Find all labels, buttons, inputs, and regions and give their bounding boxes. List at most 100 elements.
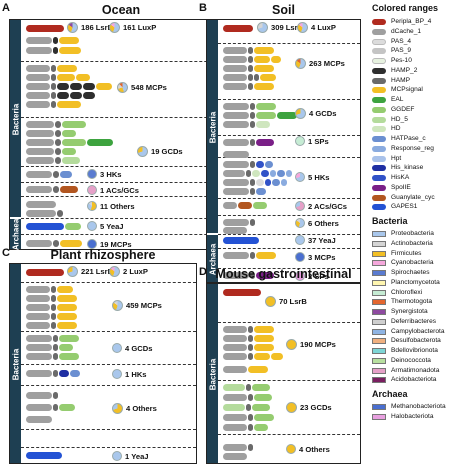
domain-hamp	[250, 139, 255, 146]
domain-periplasmic-binding-protein-4	[223, 25, 253, 32]
domain-hamp	[55, 148, 61, 155]
legend-swatch	[372, 106, 386, 113]
domain-hatpase-c	[265, 161, 273, 168]
legend-label: HisKA	[391, 174, 410, 181]
domain-dcache-1	[223, 103, 249, 110]
domain-hamp	[53, 240, 59, 247]
domain-hamp	[250, 112, 255, 119]
side-label-bacteria: Bacteria	[10, 264, 21, 465]
domain-hamp	[248, 56, 253, 63]
legend-swatch	[372, 58, 386, 64]
domain-hamp	[53, 370, 58, 377]
domain-hiska	[265, 179, 271, 186]
domain-ggdef	[59, 335, 79, 342]
legend-label: Guanylate_cyc	[391, 193, 435, 201]
legend-swatch	[372, 38, 386, 45]
taxonomy-pie-chart	[295, 108, 306, 119]
taxonomy-swatch	[372, 299, 386, 306]
domain-dcache-1	[26, 370, 52, 377]
panel-letter-c: C	[2, 247, 10, 259]
taxonomy-label: Bdellovibrionota	[391, 347, 438, 354]
domain-gapes1	[26, 223, 64, 230]
group-count-label: 459 MCPs	[126, 301, 162, 310]
legend-swatch	[372, 155, 386, 162]
group-separator	[218, 248, 360, 249]
domain-hd-5	[223, 384, 245, 391]
domain-hamp-2	[57, 83, 69, 90]
domain-dcache-1	[26, 130, 54, 137]
domain-dcache-1	[223, 121, 249, 128]
domain-dcache-1	[26, 121, 54, 128]
side-bar	[207, 20, 218, 282]
panel-letter-a: A	[2, 2, 10, 14]
group-separator	[218, 198, 360, 199]
legend-label: EAL	[391, 96, 404, 103]
group-separator	[218, 157, 360, 158]
group-count-label: 309 LsrB	[271, 23, 304, 32]
taxonomy-swatch	[372, 309, 386, 315]
domain-mcpsignal	[57, 101, 81, 108]
legend-swatch	[372, 48, 386, 55]
domain-hatpase-c	[277, 170, 285, 177]
legend-swatch	[372, 136, 386, 142]
domain-ggdef	[252, 384, 270, 391]
domain-mcpsignal	[57, 313, 77, 320]
domain-spoiie	[256, 139, 274, 146]
domain-hamp-2	[53, 37, 58, 44]
legend-label: HD_5	[391, 115, 408, 123]
group-count-label: 4 Others	[299, 445, 330, 454]
taxonomy-pie-chart	[286, 444, 296, 454]
group-count-label: 70 LsrB	[279, 297, 307, 306]
panel-c: Bacteria 221 LsrB 2 LuxP 459 MCPs 4 GCDs 1 HK…	[9, 263, 197, 464]
taxonomy-label: Halobacteriota	[391, 412, 434, 420]
domain-mcpsignal	[254, 353, 270, 360]
taxonomy-label: Methanobacteriota	[391, 403, 446, 410]
domain-mcpsignal	[254, 344, 274, 351]
group-separator	[218, 268, 360, 269]
domain-dcache-1	[26, 148, 54, 155]
group-separator	[21, 364, 196, 365]
domain-dcache-1	[26, 101, 50, 108]
panel-title-a: Ocean	[101, 3, 141, 17]
domain-dcache-1	[223, 252, 249, 259]
legend-label: GAPES1	[391, 203, 418, 211]
domain-hd	[256, 121, 270, 128]
legend-label: Pes-10	[391, 57, 412, 64]
taxonomy-pie-chart	[295, 58, 306, 69]
domain-dcache-1	[223, 112, 249, 119]
legend-label: dCache_1	[391, 27, 422, 35]
legend-swatch	[372, 87, 386, 94]
legend-label: HAMP_2	[391, 66, 418, 74]
taxonomy-label: Armatimonadota	[391, 366, 440, 374]
group-count-label: 263 MCPs	[309, 59, 345, 68]
group-separator	[218, 135, 360, 136]
domain-dcache-1	[26, 186, 52, 193]
domain-hamp	[246, 170, 251, 177]
group-separator	[21, 117, 232, 118]
domain-hatpase-c	[272, 179, 280, 186]
domain-dcache-1	[26, 47, 52, 54]
domain-hamp	[51, 304, 56, 311]
domain-mcpsignal	[57, 74, 75, 81]
taxonomy-pie-chart	[295, 271, 305, 281]
domain-hamp	[248, 424, 253, 431]
group-count-label: 1 HKs	[125, 370, 147, 379]
taxonomy-swatch	[372, 348, 386, 354]
taxonomy-pie-chart	[87, 221, 97, 231]
group-separator	[218, 99, 360, 100]
domain-dcache-1	[26, 304, 50, 311]
group-separator	[218, 322, 360, 323]
domain-hamp-2	[53, 47, 58, 54]
legend-swatch	[372, 97, 386, 103]
domain-dcache-1	[26, 416, 52, 423]
domain-dcache-1	[26, 171, 52, 178]
domain-mcpsignal	[248, 366, 268, 373]
legend-title: Colored ranges	[372, 3, 439, 13]
group-separator	[218, 43, 360, 44]
group-count-label: 2 SPs	[308, 272, 329, 281]
side-label-text: Bacteria	[208, 111, 218, 143]
taxonomy-pie-chart	[112, 300, 123, 311]
legend-swatch	[372, 77, 386, 84]
domain-mcpsignal	[254, 335, 274, 342]
group-separator	[21, 282, 196, 283]
